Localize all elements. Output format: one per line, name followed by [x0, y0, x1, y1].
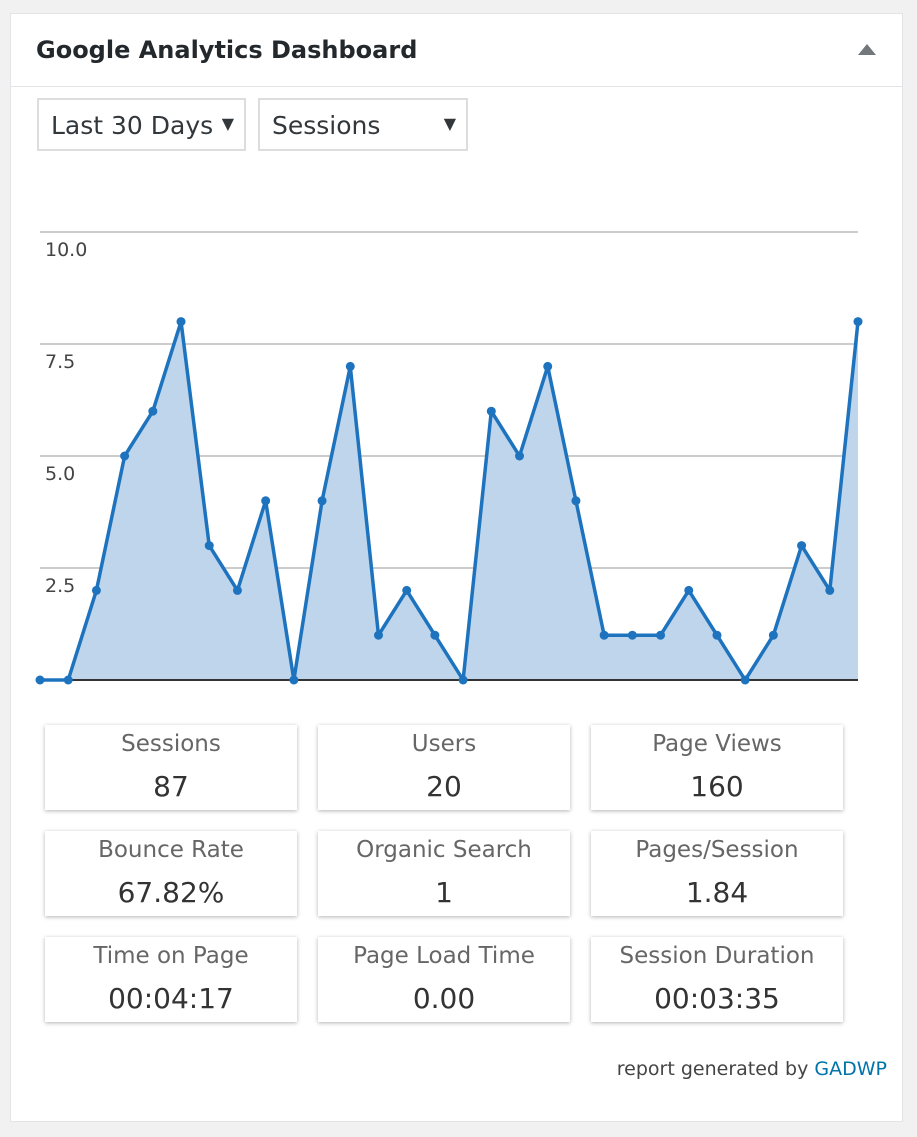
y-tick-label: 5.0 — [45, 463, 75, 485]
stat-label: Organic Search — [356, 837, 532, 863]
stat-box: Pages/Session 1.84 — [591, 831, 843, 916]
point — [91, 585, 101, 595]
point — [825, 585, 835, 595]
stat-box: Time on Page 00:04:17 — [45, 937, 297, 1022]
stat-value: 0.00 — [412, 982, 476, 1015]
stat-value: 67.82% — [117, 876, 225, 909]
point — [63, 675, 73, 685]
footer: report generated by GADWP — [617, 1058, 887, 1080]
point — [712, 630, 722, 640]
select-text: Sessions — [272, 111, 381, 140]
point — [768, 630, 778, 640]
point — [120, 451, 130, 461]
stat-label: Page Views — [652, 731, 782, 757]
point — [317, 496, 327, 506]
metric-select[interactable]: Sessions ▼ — [258, 98, 468, 151]
panel-title: Google Analytics Dashboard — [36, 36, 418, 64]
footer-text: report generated by — [616, 1058, 809, 1080]
stat-value: 1.84 — [685, 876, 749, 909]
point — [797, 541, 807, 551]
point — [571, 496, 581, 506]
point — [740, 675, 750, 685]
point — [458, 675, 468, 685]
collapse-toggle[interactable] — [858, 44, 876, 55]
stat-box: Bounce Rate 67.82% — [45, 831, 297, 916]
point — [261, 496, 271, 506]
dropdown-arrow: ▼ — [443, 114, 456, 133]
point — [543, 361, 553, 371]
stat-label: Users — [411, 731, 477, 757]
point — [684, 585, 694, 595]
point — [176, 317, 186, 327]
stat-value: 00:03:35 — [654, 982, 780, 1015]
stat-box: Organic Search 1 — [318, 831, 570, 916]
stat-value: 1 — [435, 876, 453, 909]
stat-label: Session Duration — [619, 943, 815, 969]
point — [656, 630, 666, 640]
line — [40, 319, 860, 682]
stat-value: 00:04:17 — [108, 982, 234, 1015]
stat-label: Sessions — [121, 731, 221, 757]
stat-box: Page Views 160 — [591, 725, 843, 810]
point — [148, 406, 158, 416]
select-text: Last 30 Days — [51, 111, 214, 140]
stat-value: 20 — [426, 770, 462, 803]
footer-link[interactable]: GADWP — [814, 1058, 887, 1080]
y-tick-label: 7.5 — [45, 351, 75, 373]
point — [430, 630, 440, 640]
panel-header: Google Analytics Dashboard — [11, 14, 902, 87]
point — [486, 406, 496, 416]
point — [402, 585, 412, 595]
stat-label: Bounce Rate — [98, 837, 244, 863]
stat-box: Page Load Time 0.00 — [318, 937, 570, 1022]
stat-label: Time on Page — [93, 943, 249, 969]
y-tick-label: 10.0 — [45, 239, 87, 261]
point — [35, 675, 45, 685]
chart: 2.5 5.0 7.5 10.0 — [35, 231, 863, 685]
point — [515, 451, 525, 461]
stat-box: Sessions 87 — [45, 725, 297, 810]
point — [373, 630, 383, 640]
point — [204, 541, 214, 551]
point — [853, 317, 863, 327]
stat-box: Users 20 — [318, 725, 570, 810]
stat-label: Pages/Session — [635, 837, 799, 863]
point — [599, 630, 609, 640]
stat-value: 160 — [690, 770, 744, 803]
stat-label: Page Load Time — [353, 943, 535, 969]
point — [345, 361, 355, 371]
point — [232, 585, 242, 595]
point — [627, 630, 637, 640]
stat-box: Session Duration 00:03:35 — [591, 937, 843, 1022]
area — [40, 321, 858, 680]
period-select[interactable]: Last 30 Days ▼ — [37, 98, 246, 151]
stat-value: 87 — [153, 770, 189, 803]
y-tick-label: 2.5 — [45, 575, 75, 597]
point — [289, 675, 299, 685]
dropdown-arrow: ▼ — [221, 114, 234, 133]
